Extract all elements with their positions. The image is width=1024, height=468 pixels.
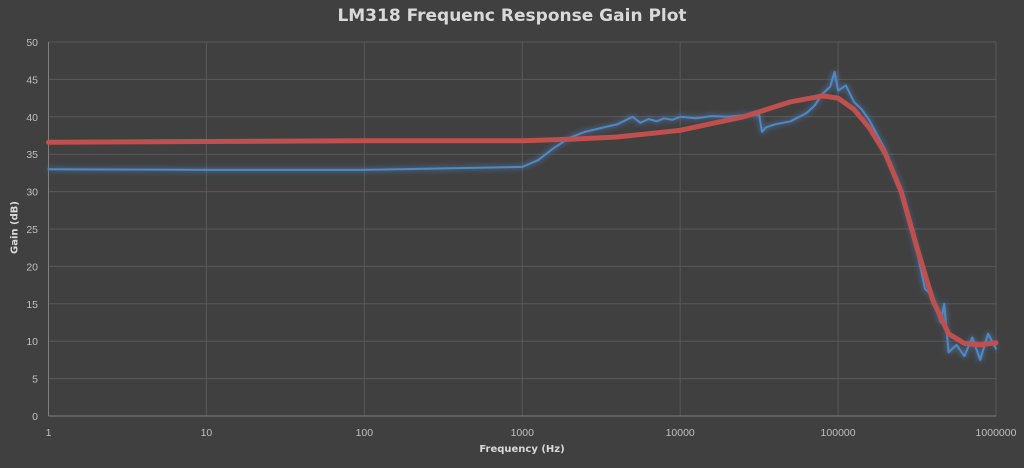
x-tick-label: 10000 <box>666 427 695 439</box>
y-tick-label: 5 <box>32 374 38 386</box>
y-tick-label: 40 <box>26 112 38 124</box>
x-tick-label: 1 <box>46 427 52 439</box>
y-tick-label: 10 <box>26 336 38 348</box>
y-tick-label: 35 <box>26 149 38 161</box>
x-tick-label: 100000 <box>821 427 856 439</box>
y-tick-label: 0 <box>32 411 38 423</box>
chart-title: LM318 Frequenc Response Gain Plot <box>337 6 687 26</box>
x-axis-label: Frequency (Hz) <box>479 444 565 455</box>
y-tick-label: 50 <box>26 37 38 49</box>
x-tick-label: 100 <box>356 427 374 439</box>
x-tick-label: 1000000 <box>976 427 1017 439</box>
y-tick-label: 30 <box>26 187 38 199</box>
y-axis-label: Gain (dB) <box>9 201 21 254</box>
y-tick-label: 20 <box>26 261 38 273</box>
y-tick-label: 15 <box>26 299 38 311</box>
x-tick-label: 10 <box>201 427 213 439</box>
x-tick-label: 1000 <box>511 427 535 439</box>
series-2-line <box>46 93 999 348</box>
y-tick-label: 45 <box>26 74 38 86</box>
y-tick-label: 25 <box>26 224 38 236</box>
